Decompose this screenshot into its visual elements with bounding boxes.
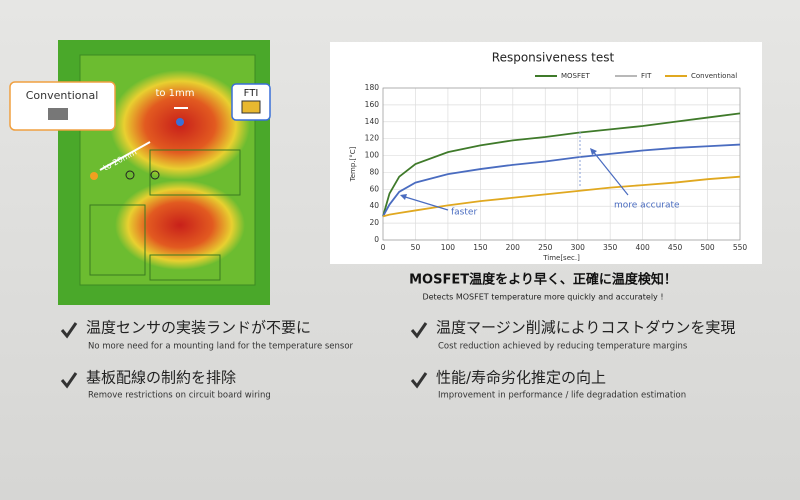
checkmarks bbox=[60, 322, 428, 389]
headline: MOSFET温度をより早く、正確に温度検知！ bbox=[409, 272, 677, 288]
series-line bbox=[382, 175, 741, 218]
conventional-label: Conventional bbox=[26, 89, 99, 102]
y-tick-label: 160 bbox=[365, 100, 380, 109]
x-tick-label: 50 bbox=[411, 243, 421, 252]
annotation-arrowhead bbox=[590, 148, 597, 155]
board bbox=[9, 40, 271, 305]
benefit-sub: Remove restrictions on circuit board wir… bbox=[88, 391, 271, 401]
x-tick-label: 0 bbox=[381, 243, 386, 252]
annotation-arrow bbox=[401, 195, 449, 211]
gap-label: to 1mm bbox=[155, 88, 194, 99]
legend-label: FIT bbox=[641, 72, 652, 80]
y-tick-label: 120 bbox=[365, 134, 380, 143]
x-tick-label: 450 bbox=[668, 243, 683, 252]
y-tick-label: 140 bbox=[365, 117, 380, 126]
annotation: more accurate bbox=[614, 201, 680, 211]
chart: 0 20 40 60 80 100 120 140 160 180 0 50 100 150 200 250 3… bbox=[349, 72, 747, 262]
x-tick-label: 200 bbox=[506, 243, 521, 252]
x-tick-label: 300 bbox=[571, 243, 586, 252]
benefit: 温度マージン削減によりコストダウンを実現 bbox=[436, 319, 735, 337]
x-tick-label: 250 bbox=[538, 243, 553, 252]
y-tick-label: 0 bbox=[374, 235, 379, 244]
benefit-sub: Improvement in performance / life degrad… bbox=[438, 391, 686, 401]
legend-label: MOSFET bbox=[561, 72, 590, 80]
y-tick-label: 60 bbox=[369, 184, 379, 193]
benefit-sub: Cost reduction achieved by reducing temp… bbox=[438, 342, 688, 352]
x-tick-label: 500 bbox=[700, 243, 715, 252]
y-tick-label: 180 bbox=[365, 83, 380, 92]
plot-frame bbox=[382, 87, 741, 241]
benefit-sub: No more need for a mounting land for the… bbox=[88, 342, 354, 352]
y-tick-label: 80 bbox=[369, 167, 379, 176]
fti-label: FTI bbox=[244, 88, 259, 99]
y-axis-label: Temp.[°C] bbox=[349, 146, 357, 182]
annotation: faster bbox=[451, 208, 477, 218]
x-tick-label: 150 bbox=[473, 243, 488, 252]
annotation-arrow bbox=[591, 149, 629, 196]
chart-title: Responsiveness test bbox=[492, 51, 615, 65]
x-tick-label: 100 bbox=[441, 243, 456, 252]
x-tick-label: 400 bbox=[635, 243, 650, 252]
annotation-arrowhead bbox=[400, 194, 407, 200]
x-tick-label: 350 bbox=[603, 243, 618, 252]
x-axis-label: Time[sec.] bbox=[542, 254, 580, 262]
benefit: 基板配線の制約を排除 bbox=[86, 369, 236, 387]
series-line bbox=[382, 112, 741, 217]
x-tick-label: 550 bbox=[733, 243, 748, 252]
benefit: 温度センサの実装ランドが不要に bbox=[86, 319, 311, 337]
headline-sub: Detects MOSFET temperature more quickly … bbox=[422, 293, 663, 302]
y-tick-label: 20 bbox=[369, 218, 379, 227]
benefit: 性能/寿命劣化推定の向上 bbox=[436, 369, 606, 387]
y-tick-label: 100 bbox=[365, 151, 380, 160]
series-line bbox=[382, 143, 741, 217]
legend-label: Conventional bbox=[691, 72, 737, 80]
chart-panel bbox=[330, 42, 762, 264]
y-tick-label: 40 bbox=[369, 201, 379, 210]
